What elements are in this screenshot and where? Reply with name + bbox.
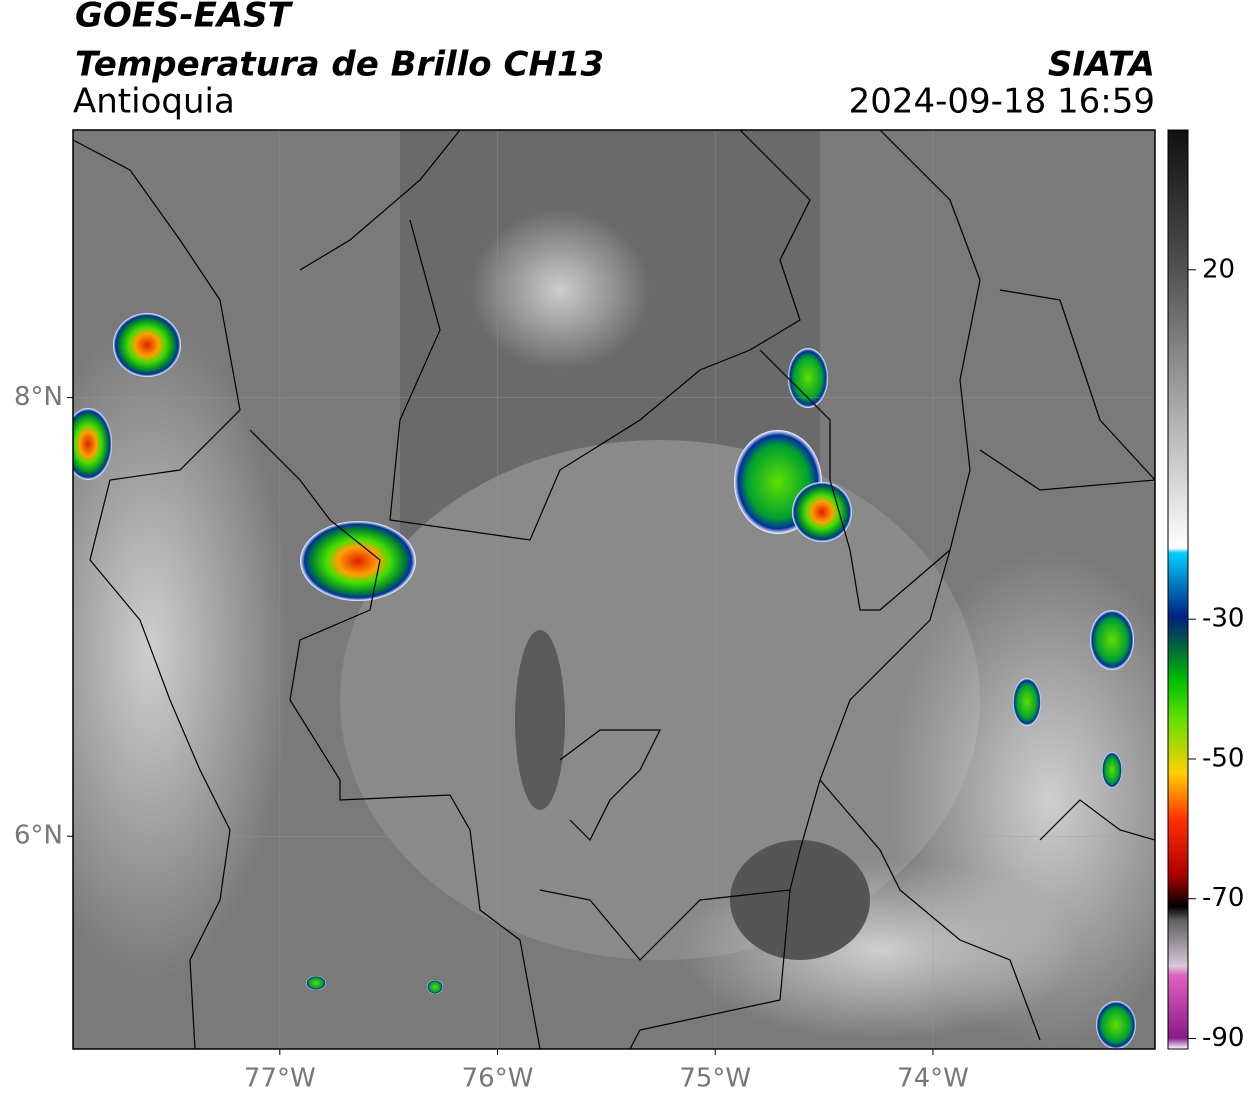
region: Antioquia [73, 82, 235, 122]
map-image [73, 130, 1155, 1049]
x-tick-label: 74°W [897, 1064, 969, 1094]
subtitle: Temperatura de Brillo CH13 [75, 45, 604, 85]
y-tick-label: 6°N [14, 821, 63, 851]
colorbar-tick-label: -30 [1202, 604, 1244, 634]
x-tick-label: 77°W [244, 1064, 316, 1094]
colorbar-tick-label: -50 [1202, 743, 1244, 773]
colorbar-tick-label: -70 [1202, 883, 1244, 913]
x-tick-label: 75°W [679, 1064, 751, 1094]
datetime: 2024-09-18 16:59 [849, 82, 1155, 122]
x-tick-label: 76°W [462, 1064, 534, 1094]
title: GOES-EAST [75, 0, 294, 36]
colorbar-tick-label: 20 [1202, 254, 1235, 284]
source: SIATA [1048, 45, 1155, 85]
map-frame [72, 129, 1156, 1050]
colorbar [1167, 129, 1189, 1050]
colorbar-tick-label: -90 [1202, 1023, 1244, 1053]
y-tick-label: 8°N [14, 382, 63, 412]
